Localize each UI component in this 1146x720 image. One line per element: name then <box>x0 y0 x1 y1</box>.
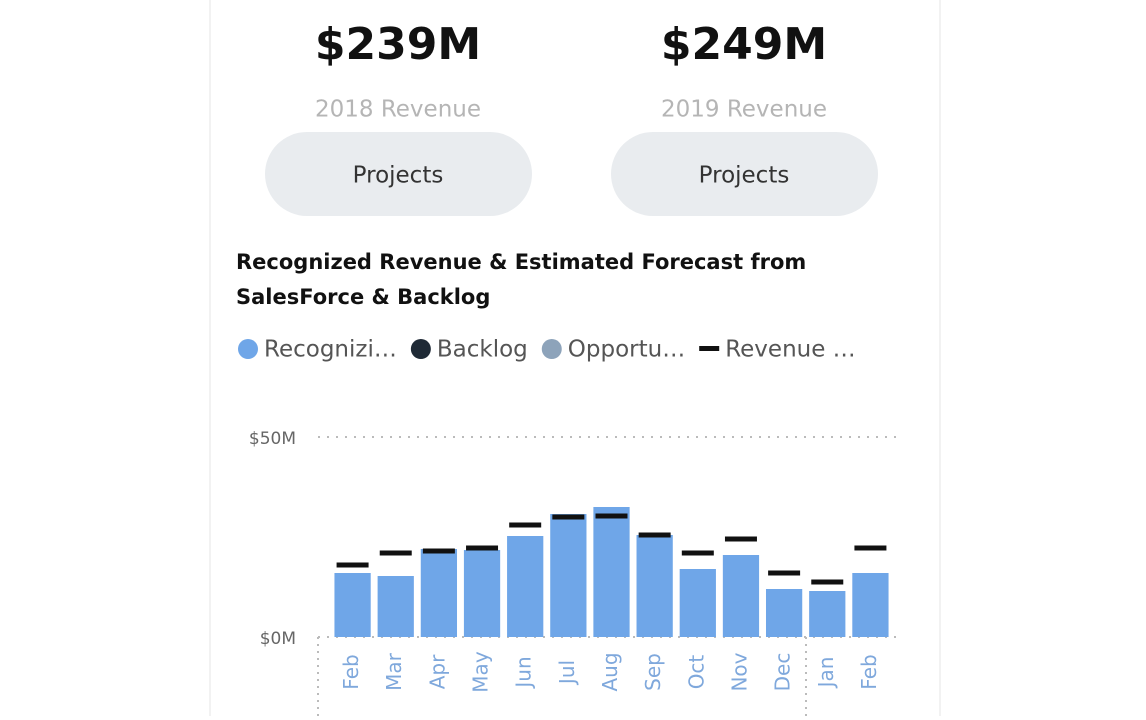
bar-segment <box>679 569 716 637</box>
bar-segment <box>722 555 760 637</box>
button[interactable] <box>611 132 878 216</box>
bar-segment <box>334 573 371 637</box>
chart-title: SalesForce & Backlog <box>236 285 490 309</box>
x-tick-label: Oct <box>684 655 708 690</box>
kpi-label: 2019 Revenue <box>661 97 827 123</box>
revenue-marker <box>854 545 887 551</box>
bar-segment <box>765 589 803 637</box>
bar-segment <box>507 536 544 637</box>
x-tick-label: May <box>469 651 493 693</box>
x-tick-label: Apr <box>425 654 449 689</box>
button-label[interactable]: Projects <box>353 163 444 189</box>
button[interactable] <box>265 132 532 216</box>
y-tick-label: $50M <box>249 429 296 449</box>
revenue-marker <box>595 513 628 519</box>
legend-swatch <box>699 346 720 351</box>
legend-label: Opportu… <box>568 337 685 363</box>
bar-segment <box>852 573 889 637</box>
bar-segment <box>377 576 414 637</box>
x-tick-label: Dec <box>771 653 795 692</box>
x-tick-label: Feb <box>339 654 363 689</box>
bar-segment <box>463 550 501 637</box>
x-tick-label: Nov <box>727 652 751 691</box>
revenue-marker <box>379 550 412 556</box>
legend-label: Recognizi… <box>264 337 397 363</box>
y-tick-label: $0M <box>260 629 296 649</box>
kpi-value: $239M <box>315 19 481 70</box>
legend-swatch <box>410 339 431 359</box>
kpi-value: $249M <box>661 19 827 70</box>
legend-label: Backlog <box>437 337 528 363</box>
x-tick-label: Aug <box>598 652 622 691</box>
revenue-marker <box>811 579 844 585</box>
revenue-marker <box>466 545 499 551</box>
x-tick-label: Mar <box>382 652 406 691</box>
x-tick-label: Sep <box>641 653 665 691</box>
revenue-marker <box>768 570 801 576</box>
revenue-marker <box>724 536 757 542</box>
revenue-marker <box>552 514 585 520</box>
legend-swatch <box>541 339 562 359</box>
bar-segment <box>593 507 630 637</box>
legend-label: Revenue … <box>725 337 855 363</box>
legend-swatch <box>238 339 258 359</box>
bar-segment <box>550 514 587 637</box>
bar-segment <box>420 549 458 637</box>
x-tick-label: Jul <box>555 660 579 686</box>
bar-segment <box>636 535 673 637</box>
revenue-marker <box>638 532 671 538</box>
x-tick-label: Jun <box>512 656 536 689</box>
bar-segment <box>809 591 846 637</box>
revenue-marker <box>509 522 542 528</box>
button-label[interactable]: Projects <box>699 163 790 189</box>
kpi-label: 2018 Revenue <box>315 97 481 123</box>
x-tick-label: Feb <box>857 654 881 689</box>
chart-title: Recognized Revenue & Estimated Forecast … <box>236 250 806 274</box>
x-tick-label: Jan <box>814 657 838 690</box>
revenue-marker <box>681 550 714 556</box>
revenue-marker <box>422 548 455 554</box>
revenue-marker <box>336 562 369 568</box>
